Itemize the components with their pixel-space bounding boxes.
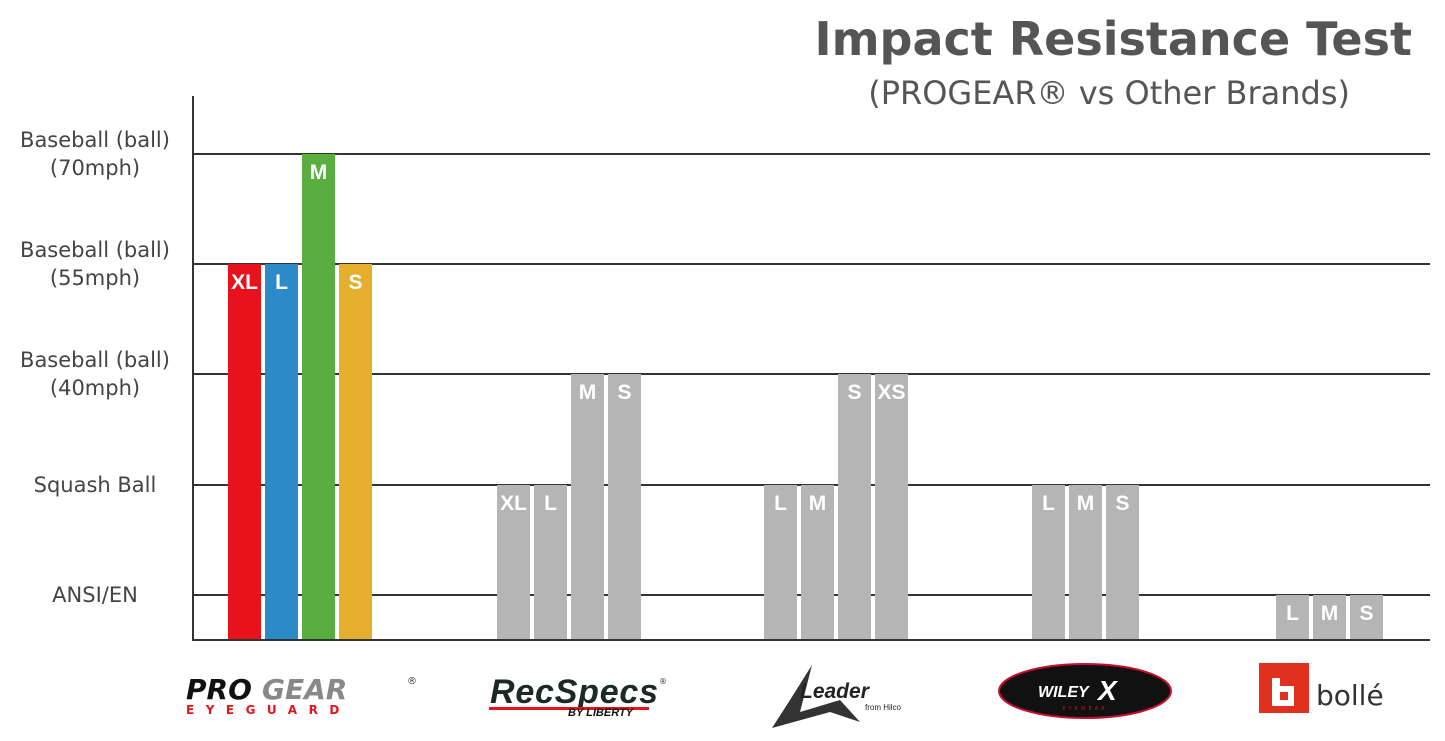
bar-label: M	[579, 381, 597, 404]
bar-label: XS	[877, 381, 905, 404]
bar	[571, 374, 604, 640]
bar-label: S	[617, 381, 631, 404]
svg-text:PRO: PRO	[186, 673, 252, 706]
svg-text:RecSpecs: RecSpecs	[490, 673, 658, 711]
chart-subtitle: (PROGEAR® vs Other Brands)	[868, 74, 1350, 112]
svg-text:GEAR: GEAR	[262, 673, 347, 706]
bar	[1032, 485, 1065, 640]
svg-text:from Hilco: from Hilco	[865, 703, 902, 712]
bar	[265, 264, 298, 640]
leader-brand-name: Leader	[800, 680, 871, 703]
bar	[764, 485, 797, 640]
svg-text:X: X	[1096, 675, 1119, 706]
y-tick-label: Squash Ball	[34, 473, 157, 497]
svg-text:WILEY: WILEY	[1038, 684, 1090, 701]
bar	[801, 485, 834, 640]
logo-bolle: bollé	[1259, 663, 1384, 713]
svg-text:EYEWEAR: EYEWEAR	[1062, 706, 1107, 712]
bar-label: S	[1359, 602, 1373, 625]
bar-group-progear: XL L M S	[228, 154, 372, 640]
bar-label: L	[544, 492, 557, 515]
bar-group-recspecs: XL L M S	[497, 374, 641, 640]
svg-text:BY LIBERTY: BY LIBERTY	[568, 707, 635, 719]
bar-group-leader: L M S XS	[764, 374, 908, 640]
bar	[228, 264, 261, 640]
svg-text:®: ®	[407, 676, 417, 687]
bar-label: L	[1286, 602, 1299, 625]
bar-label: M	[809, 492, 827, 515]
bar	[1313, 595, 1346, 640]
leader-swoosh-icon	[772, 665, 860, 728]
bar-label: S	[348, 271, 362, 294]
bar	[1069, 485, 1102, 640]
svg-text:EYEGUARD: EYEGUARD	[186, 703, 351, 717]
bar-label: M	[1321, 602, 1339, 625]
y-tick-label: Baseball (ball) (55mph)	[20, 238, 170, 290]
bar-label: M	[1077, 492, 1095, 515]
bar	[339, 264, 372, 640]
svg-text:®: ®	[659, 677, 667, 686]
bar-label: L	[1042, 492, 1055, 515]
bar	[302, 154, 335, 640]
bar	[1106, 485, 1139, 640]
logo-progear: PRO GEAR ® EYEGUARD	[186, 673, 417, 717]
y-tick-label: Baseball (ball) (70mph)	[20, 128, 170, 180]
bar	[534, 485, 567, 640]
bar-label: XL	[500, 492, 527, 515]
bar-label: S	[1115, 492, 1129, 515]
y-tick-label: Baseball (ball) (40mph)	[20, 348, 170, 400]
bar	[875, 374, 908, 640]
bar	[1350, 595, 1383, 640]
bar	[838, 374, 871, 640]
bar-label: L	[774, 492, 787, 515]
bar-label: S	[847, 381, 861, 404]
y-tick-label: ANSI/EN	[52, 583, 138, 607]
svg-text:bollé: bollé	[1316, 679, 1384, 712]
logo-leader: Leader from Hilco	[772, 665, 902, 728]
bar-label: M	[310, 161, 328, 184]
bar	[608, 374, 641, 640]
bar-label: XL	[231, 271, 258, 294]
logo-wileyx: WILEY X EYEWEAR	[998, 663, 1172, 719]
chart-title: Impact Resistance Test	[814, 12, 1412, 66]
bar	[1276, 595, 1309, 640]
bar	[497, 485, 530, 640]
logo-recspecs: RecSpecs ® BY LIBERTY	[489, 673, 667, 719]
bar-label: L	[275, 271, 288, 294]
